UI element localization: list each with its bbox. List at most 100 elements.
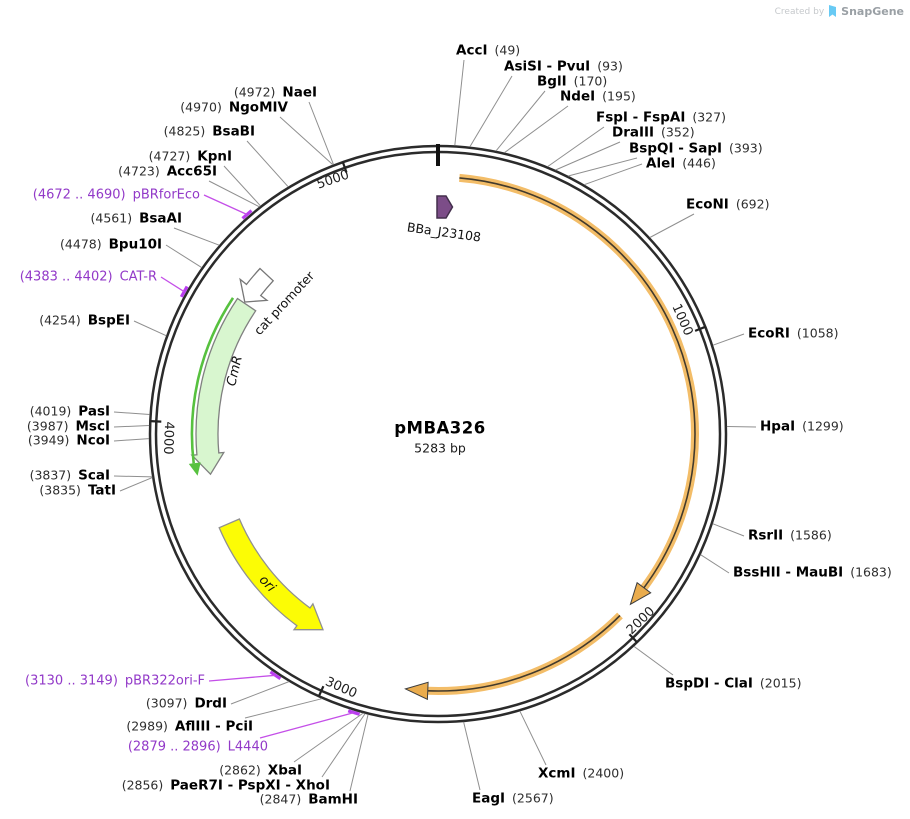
enzyme-label-BspEI[interactable]: (4254) BspEI bbox=[39, 312, 130, 329]
feature-arrow-BBa_J23108[interactable] bbox=[436, 195, 454, 219]
primer-label-pBRforEco[interactable]: (4672 .. 4690) pBRforEco bbox=[32, 187, 200, 203]
enzyme-label-BamHI[interactable]: (2847) BamHI bbox=[259, 791, 358, 808]
feature-direction-line-cmr-direction bbox=[190, 297, 235, 464]
feature-band-misc-feature-2[interactable] bbox=[427, 612, 623, 695]
leader-line-BsaBI bbox=[246, 140, 289, 188]
leader-line-BspEI bbox=[133, 320, 167, 337]
enzyme-label-BglI[interactable]: BglI (170) bbox=[537, 73, 608, 90]
leader-line-BglI bbox=[495, 90, 546, 152]
snapgene-watermark: Created by SnapGene bbox=[775, 5, 904, 18]
leader-line-Acc65I bbox=[208, 180, 260, 208]
leader-line-NgoMIV bbox=[279, 116, 334, 166]
leader-line-MscI bbox=[113, 425, 150, 428]
leader-line-FspI - FspAI bbox=[547, 126, 605, 168]
leader-line-CAT-R bbox=[160, 276, 185, 293]
feature-arrow-ori[interactable] bbox=[218, 518, 324, 631]
feature-line-misc-feature-1 bbox=[459, 177, 696, 589]
primer-tick-CAT-R bbox=[179, 285, 189, 298]
enzyme-label-XbaI[interactable]: (2862) XbaI bbox=[219, 762, 302, 779]
leader-line-BamHI bbox=[349, 714, 369, 792]
scale-tick-4000 bbox=[150, 420, 162, 423]
feature-arrowhead-misc-feature-1[interactable] bbox=[629, 581, 652, 606]
feature-band-misc-feature-1[interactable] bbox=[459, 173, 699, 591]
primer-label-pBR322ori-F[interactable]: (3130 .. 3149) pBR322ori-F bbox=[25, 673, 205, 689]
enzyme-label-KpnI[interactable]: (4727) KpnI bbox=[148, 148, 232, 165]
leader-line-EcoRI bbox=[712, 333, 745, 346]
enzyme-label-HpaI[interactable]: HpaI (1299) bbox=[760, 418, 844, 435]
primer-label-CAT-R[interactable]: (4383 .. 4402) CAT-R bbox=[19, 269, 157, 285]
snapgene-brand-text: SnapGene bbox=[841, 5, 904, 18]
enzyme-label-PasI[interactable]: (4019) PasI bbox=[29, 403, 110, 420]
leader-line-HpaI bbox=[726, 426, 757, 428]
plasmid-name: pMBA326 bbox=[394, 418, 486, 438]
leader-line-pBRforEco bbox=[203, 194, 248, 216]
leader-line-XcmI bbox=[519, 710, 547, 766]
enzyme-label-BsaBI[interactable]: (4825) BsaBI bbox=[163, 123, 255, 140]
enzyme-label-BspDI - ClaI[interactable]: BspDI - ClaI (2015) bbox=[665, 675, 802, 692]
leader-line-pBR322ori-F bbox=[208, 674, 276, 682]
enzyme-label-ScaI[interactable]: (3837) ScaI bbox=[29, 467, 110, 484]
enzyme-label-Acc65I[interactable]: (4723) Acc65I bbox=[118, 163, 217, 180]
enzyme-label-EcoRI[interactable]: EcoRI (1058) bbox=[748, 325, 839, 342]
scale-tick-1000 bbox=[694, 325, 706, 332]
plasmid-size: 5283 bp bbox=[414, 440, 466, 456]
enzyme-label-Bpu10I[interactable]: (4478) Bpu10I bbox=[60, 236, 162, 253]
feature-arrowhead-misc-feature-2[interactable] bbox=[404, 681, 429, 701]
primer-label-L4440[interactable]: (2879 .. 2896) L4440 bbox=[127, 739, 268, 755]
primer-tick-L4440 bbox=[347, 709, 361, 716]
enzyme-label-BssHII - MauBI[interactable]: BssHII - MauBI (1683) bbox=[733, 564, 892, 581]
enzyme-label-NgoMIV[interactable]: (4970) NgoMIV bbox=[180, 99, 288, 116]
leader-line-TatI bbox=[119, 477, 153, 492]
enzyme-label-BspQI - SapI[interactable]: BspQI - SapI (393) bbox=[629, 140, 763, 157]
feature-line-misc-feature-2 bbox=[427, 614, 621, 692]
enzyme-label-DraIII[interactable]: DraIII (352) bbox=[612, 124, 695, 141]
enzyme-label-BsaAI[interactable]: (4561) BsaAI bbox=[90, 210, 182, 227]
leader-line-PasI bbox=[113, 411, 150, 415]
leader-line-BspDI - ClaI bbox=[633, 645, 674, 676]
leader-line-DraIII bbox=[555, 141, 621, 171]
enzyme-label-AflIII - PciI[interactable]: (2989) AflIII - PciI bbox=[126, 718, 253, 735]
scale-tick-5000 bbox=[341, 161, 348, 173]
leader-line-NcoI bbox=[113, 438, 150, 442]
leader-line-AflIII - PciI bbox=[244, 698, 323, 719]
enzyme-label-EcoNI[interactable]: EcoNI (692) bbox=[686, 196, 770, 213]
scale-tick-3000 bbox=[317, 685, 325, 697]
enzyme-label-AccI[interactable]: AccI (49) bbox=[456, 42, 521, 59]
enzyme-label-NaeI[interactable]: (4972) NaeI bbox=[233, 84, 317, 101]
feature-arrow-cat-promoter[interactable] bbox=[239, 267, 275, 303]
leader-line-BssHII - MauBI bbox=[700, 554, 730, 574]
leader-line-AleI bbox=[584, 163, 643, 186]
leader-line-Bpu10I bbox=[165, 244, 202, 269]
leader-line-L4440 bbox=[259, 711, 355, 739]
leader-line-KpnI bbox=[223, 165, 261, 207]
enzyme-label-RsrII[interactable]: RsrII (1586) bbox=[748, 527, 832, 544]
leader-line-NaeI bbox=[308, 101, 334, 165]
leader-line-ScaI bbox=[113, 475, 153, 478]
leader-line-PaeR7I - PspXI - XhoI bbox=[321, 713, 366, 778]
enzyme-label-AsiSI - PvuI[interactable]: AsiSI - PvuI (93) bbox=[504, 58, 623, 75]
enzyme-label-XcmI[interactable]: XcmI (2400) bbox=[538, 765, 625, 782]
leader-line-RsrII bbox=[712, 523, 745, 537]
enzyme-label-AleI[interactable]: AleI (446) bbox=[646, 155, 716, 172]
leader-line-BspQI - SapI bbox=[568, 157, 638, 177]
leader-line-DrdI bbox=[230, 681, 290, 705]
leader-line-BsaAI bbox=[173, 227, 220, 246]
created-by-text: Created by bbox=[774, 6, 825, 17]
enzyme-label-NcoI[interactable]: (3949) NcoI bbox=[27, 432, 110, 449]
snapgene-logo-icon bbox=[829, 5, 837, 17]
leader-line-AccI bbox=[454, 59, 465, 146]
enzyme-label-MscI[interactable]: (3987) MscI bbox=[26, 418, 110, 435]
plasmid-title-block: pMBA326 5283 bp bbox=[394, 419, 486, 456]
feature-arrow-CmR[interactable] bbox=[190, 297, 257, 476]
leader-line-XbaI bbox=[293, 712, 364, 763]
enzyme-label-PaeR7I - PspXI - XhoI[interactable]: (2856) PaeR7I - PspXI - XhoI bbox=[121, 777, 330, 794]
enzyme-label-DrdI[interactable]: (3097) DrdI bbox=[145, 695, 227, 712]
enzyme-label-TatI[interactable]: (3835) TatI bbox=[39, 482, 116, 499]
leader-line-EagI bbox=[463, 721, 481, 791]
enzyme-label-NdeI[interactable]: NdeI (195) bbox=[560, 88, 636, 105]
leader-line-NdeI bbox=[504, 105, 569, 154]
enzyme-label-FspI - FspAI[interactable]: FspI - FspAI (327) bbox=[596, 109, 726, 126]
enzyme-label-EagI[interactable]: EagI (2567) bbox=[472, 790, 554, 807]
